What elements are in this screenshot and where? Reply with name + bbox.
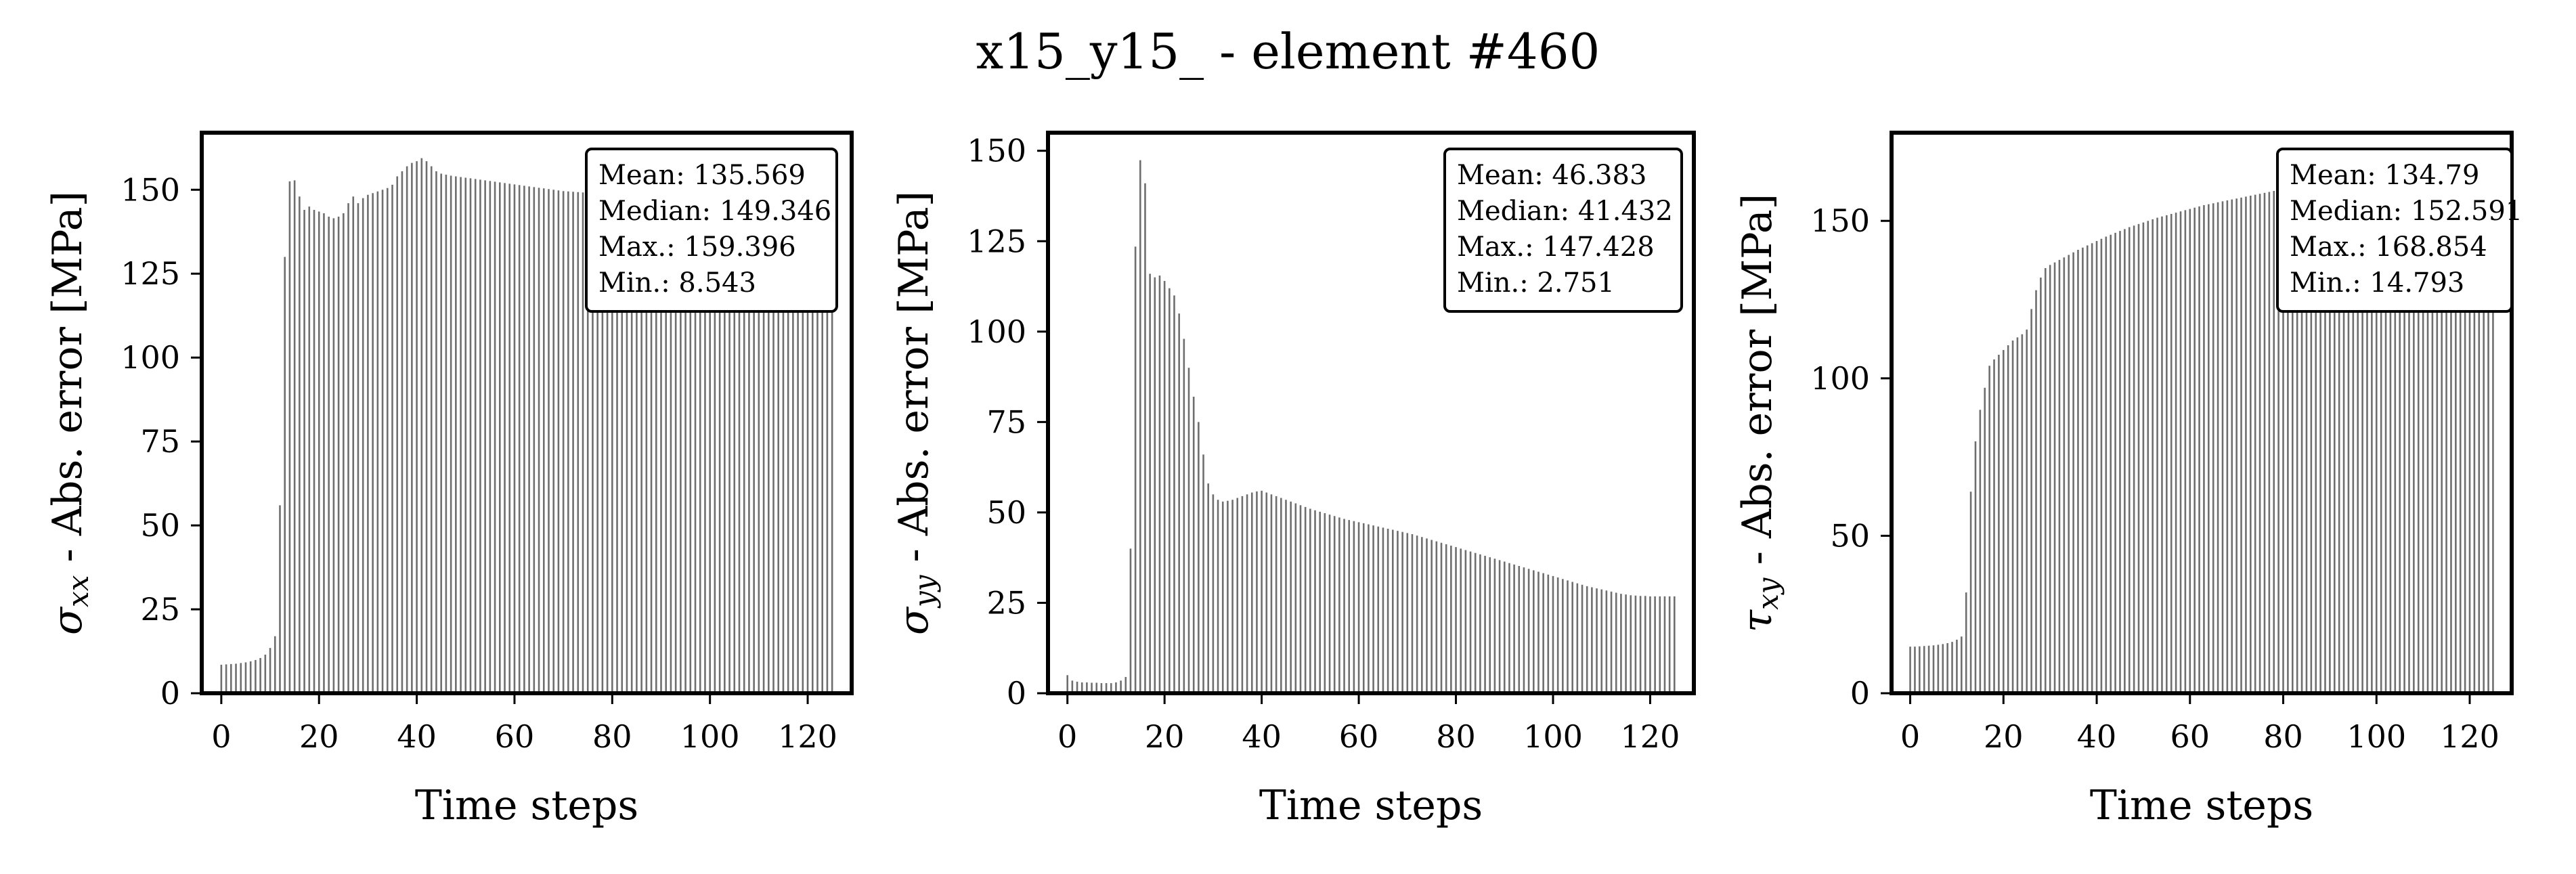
y-axis-label: σxx - Abs. error [MPa] <box>44 191 95 635</box>
x-tick-label: 0 <box>1900 718 1920 755</box>
stats-line: Mean: 134.79 <box>2290 160 2479 191</box>
y-tick-label: 100 <box>1810 360 1870 397</box>
stats-line: Min.: 8.543 <box>598 267 756 299</box>
stats-line: Min.: 2.751 <box>1457 267 1615 299</box>
y-tick-label: 0 <box>1007 675 1026 712</box>
x-tick-label: 0 <box>211 718 231 755</box>
x-tick-label: 120 <box>2440 718 2499 755</box>
y-axis-label-subscript: xx <box>62 575 95 607</box>
stats-box-frame <box>585 148 838 313</box>
y-tick-label: 0 <box>160 675 180 712</box>
x-tick-label: 40 <box>2077 718 2117 755</box>
y-tick-label: 25 <box>140 591 180 628</box>
x-tick-label: 100 <box>2346 718 2406 755</box>
y-tick-label: 0 <box>1850 675 1870 712</box>
stats-line: Mean: 135.569 <box>598 160 806 191</box>
x-axis-label: Time steps <box>1259 782 1483 829</box>
y-tick-label: 100 <box>967 313 1026 350</box>
y-tick-label: 100 <box>121 339 180 376</box>
y-tick-label: 125 <box>121 255 180 292</box>
stats-line: Median: 41.432 <box>1457 196 1673 227</box>
x-tick-label: 100 <box>1523 718 1583 755</box>
x-tick-label: 120 <box>778 718 837 755</box>
y-axis-label-symbol: τ <box>1734 609 1781 632</box>
y-axis-label: τxy - Abs. error [MPa] <box>1734 194 1785 632</box>
bars <box>220 158 833 693</box>
figure-title: x15_y15_ - element #460 <box>976 23 1600 80</box>
stats-line: Min.: 14.793 <box>2290 267 2464 299</box>
x-tick-label: 80 <box>1436 718 1476 755</box>
x-tick-label: 60 <box>2170 718 2210 755</box>
x-tick-label: 120 <box>1621 718 1680 755</box>
bars <box>1909 161 2494 693</box>
y-tick-label: 125 <box>967 223 1026 259</box>
plot-frame <box>200 131 854 695</box>
stats-line: Median: 152.591 <box>2290 196 2523 227</box>
x-tick-label: 100 <box>680 718 740 755</box>
x-tick-label: 40 <box>1242 718 1282 755</box>
x-tick-label: 80 <box>2263 718 2303 755</box>
x-axis-label: Time steps <box>2090 782 2313 829</box>
x-tick-label: 0 <box>1057 718 1077 755</box>
stats-box: Mean: 46.383 Median: 41.432 Max.: 147.428 M… <box>1443 148 1683 313</box>
y-tick-label: 50 <box>140 507 180 544</box>
y-axis-label-text: - Abs. error [MPa] <box>1734 194 1781 578</box>
plot-frame <box>1046 131 1696 695</box>
stats-box: Mean: 135.569 Median: 149.346 Max.: 159.39… <box>585 148 838 313</box>
x-tick-label: 60 <box>1339 718 1379 755</box>
y-tick-label: 25 <box>986 584 1026 621</box>
stats-line: Median: 149.346 <box>598 196 831 227</box>
stats-line: Mean: 46.383 <box>1457 160 1646 191</box>
y-tick-label: 75 <box>140 423 180 460</box>
bars <box>1066 160 1676 693</box>
x-tick-label: 60 <box>495 718 535 755</box>
stats-box-frame <box>1443 148 1683 313</box>
y-axis-label-subscript: yy <box>908 574 941 609</box>
x-tick-label: 40 <box>397 718 437 755</box>
x-tick-label: 80 <box>592 718 632 755</box>
y-tick-label: 50 <box>1830 517 1870 554</box>
y-tick-label: 150 <box>121 171 180 208</box>
y-axis-label-text: - Abs. error [MPa] <box>44 191 91 575</box>
x-tick-label: 20 <box>1984 718 2024 755</box>
plot-frame <box>1890 131 2514 695</box>
y-axis-label-subscript: xy <box>1751 577 1785 610</box>
stats-line: Max.: 168.854 <box>2290 232 2487 263</box>
y-axis-label-text: - Abs. error [MPa] <box>890 191 938 575</box>
x-axis-label: Time steps <box>415 782 638 829</box>
y-axis-label-symbol: σ <box>44 606 91 635</box>
y-tick-label: 50 <box>986 494 1026 531</box>
stats-line: Max.: 147.428 <box>1457 232 1655 263</box>
y-tick-label: 150 <box>1810 202 1870 239</box>
x-tick-label: 20 <box>299 718 339 755</box>
y-axis-label: σyy - Abs. error [MPa] <box>890 191 941 635</box>
stats-box: Mean: 134.79 Median: 152.591 Max.: 168.854… <box>2276 148 2523 313</box>
x-tick-label: 20 <box>1145 718 1185 755</box>
stats-box-frame <box>2276 148 2513 313</box>
y-tick-label: 75 <box>986 403 1026 440</box>
y-axis-label-symbol: σ <box>890 606 938 635</box>
stats-line: Max.: 159.396 <box>598 232 796 263</box>
y-tick-label: 150 <box>967 133 1026 169</box>
